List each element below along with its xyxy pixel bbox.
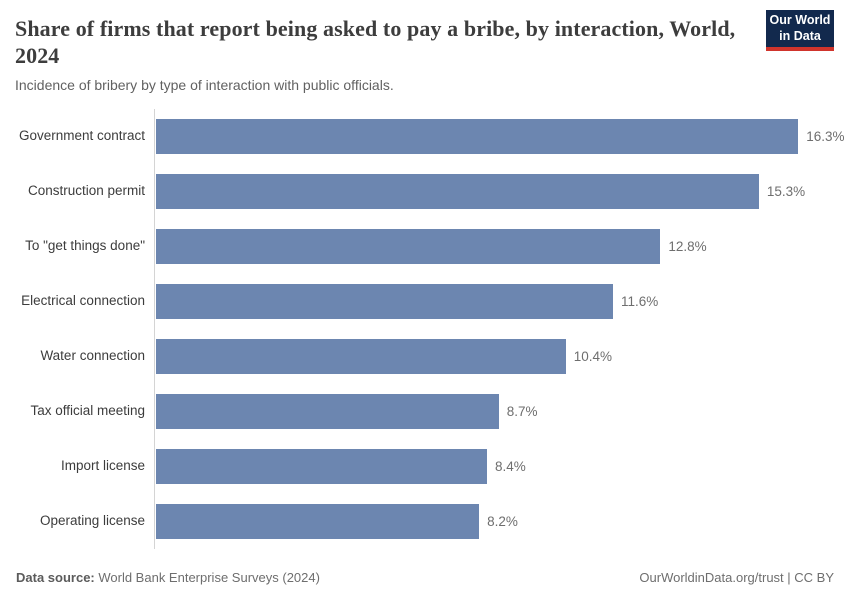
value-label: 8.7% <box>506 403 538 419</box>
chart-footer: Data source: World Bank Enterprise Surve… <box>16 570 834 585</box>
chart-header: Share of firms that report being asked t… <box>15 10 834 93</box>
category-label: Water connection <box>40 348 145 364</box>
bar[interactable] <box>156 503 480 539</box>
chart-title: Share of firms that report being asked t… <box>15 16 736 68</box>
data-source: Data source: World Bank Enterprise Surve… <box>16 570 320 585</box>
bar-track: 8.4% <box>154 438 834 494</box>
owid-logo-line1: Our World <box>769 13 831 28</box>
category-label: To "get things done" <box>25 238 145 254</box>
bar-row: Tax official meeting 8.7% <box>15 383 834 439</box>
bar-track: 15.3% <box>154 163 834 219</box>
bar[interactable] <box>156 173 759 209</box>
chart-subtitle: Incidence of bribery by type of interact… <box>15 76 394 93</box>
category-label: Electrical connection <box>21 293 145 309</box>
category-label: Operating license <box>39 513 145 529</box>
bar-row: Electrical connection 11.6% <box>15 273 834 329</box>
bar[interactable] <box>156 338 566 374</box>
data-source-value: World Bank Enterprise Surveys (2024) <box>94 570 320 585</box>
bar-row: Operating license 8.2% <box>15 493 834 549</box>
bar-row: To "get things done" 12.8% <box>15 218 834 274</box>
category-label: Import license <box>60 458 145 474</box>
value-label: 11.6% <box>621 293 659 309</box>
data-source-label: Data source: <box>16 570 95 585</box>
bar-track: 8.2% <box>154 493 834 549</box>
bar-row: Government contract 16.3% <box>15 108 845 164</box>
value-label: 16.3% <box>806 128 845 144</box>
owid-logo-line2: in Data <box>779 28 821 43</box>
bar-row: Construction permit 15.3% <box>15 163 834 219</box>
bar[interactable] <box>156 118 799 154</box>
owid-logo[interactable]: Our World in Data <box>766 10 834 51</box>
category-label: Government contract <box>18 128 145 144</box>
category-label: Tax official meeting <box>30 403 145 419</box>
bar-track: 10.4% <box>154 328 834 384</box>
attribution-link[interactable]: OurWorldinData.org/trust | CC BY <box>639 570 834 585</box>
bar-track: 11.6% <box>154 273 834 329</box>
bar[interactable] <box>156 228 661 264</box>
title-block: Share of firms that report being asked t… <box>15 16 754 93</box>
value-label: 10.4% <box>573 348 613 364</box>
bar-track: 8.7% <box>154 383 834 439</box>
bar[interactable] <box>156 283 614 319</box>
bar-row: Water connection 10.4% <box>15 328 834 384</box>
bar-row: Import license 8.4% <box>15 438 834 494</box>
bar-chart: Government contract 16.3% Construction per… <box>15 108 845 549</box>
value-label: 15.3% <box>766 183 806 199</box>
bar-track: 12.8% <box>154 218 834 274</box>
bar[interactable] <box>156 393 499 429</box>
bar-track: 16.3% <box>154 108 845 164</box>
value-label: 12.8% <box>668 238 707 254</box>
bar[interactable] <box>156 448 487 484</box>
value-label: 8.4% <box>494 458 526 474</box>
value-label: 8.2% <box>487 513 518 529</box>
category-label: Construction permit <box>27 183 145 199</box>
